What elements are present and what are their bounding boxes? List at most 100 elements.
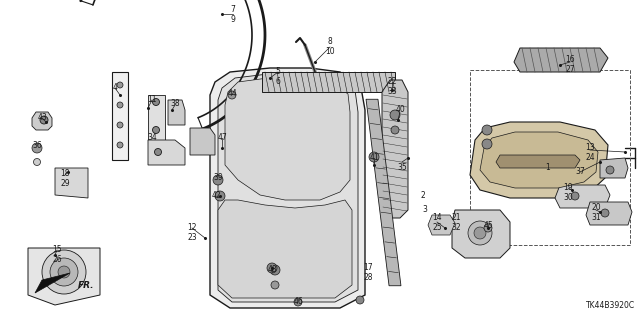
Polygon shape: [218, 74, 358, 302]
Circle shape: [391, 126, 399, 134]
Circle shape: [270, 265, 280, 275]
Polygon shape: [148, 140, 185, 165]
Polygon shape: [168, 100, 185, 125]
Text: 18: 18: [60, 169, 70, 179]
Circle shape: [117, 122, 123, 128]
Polygon shape: [452, 210, 510, 258]
Polygon shape: [496, 155, 580, 168]
Text: 20: 20: [591, 204, 601, 212]
Text: 42: 42: [211, 191, 221, 201]
Circle shape: [58, 266, 70, 278]
Text: 13: 13: [585, 144, 595, 152]
Text: 2: 2: [420, 191, 426, 201]
Text: 6: 6: [276, 77, 280, 85]
Circle shape: [267, 263, 277, 273]
Circle shape: [33, 159, 40, 166]
Circle shape: [468, 221, 492, 245]
Circle shape: [271, 281, 279, 289]
Polygon shape: [55, 168, 88, 198]
Circle shape: [484, 224, 492, 232]
Circle shape: [117, 82, 123, 88]
Text: 19: 19: [563, 183, 573, 192]
Circle shape: [228, 91, 236, 99]
Circle shape: [601, 209, 609, 217]
Circle shape: [606, 166, 614, 174]
Polygon shape: [470, 122, 608, 198]
Text: 24: 24: [585, 153, 595, 162]
Circle shape: [32, 143, 42, 153]
Text: 12: 12: [188, 224, 196, 233]
Polygon shape: [514, 48, 608, 72]
Text: 1: 1: [546, 164, 550, 173]
Text: 47: 47: [217, 133, 227, 143]
Polygon shape: [32, 112, 52, 130]
Circle shape: [482, 125, 492, 135]
Text: 45: 45: [483, 220, 493, 229]
Text: 16: 16: [565, 55, 575, 63]
Circle shape: [294, 298, 302, 306]
Circle shape: [50, 258, 78, 286]
Circle shape: [40, 116, 48, 124]
Circle shape: [42, 250, 86, 294]
Text: 39: 39: [213, 174, 223, 182]
Circle shape: [474, 227, 486, 239]
Text: 41: 41: [369, 153, 379, 162]
Text: 37: 37: [575, 167, 585, 176]
Text: 36: 36: [32, 142, 42, 151]
Polygon shape: [148, 95, 165, 140]
Polygon shape: [428, 215, 455, 235]
Text: 35: 35: [397, 164, 407, 173]
Polygon shape: [366, 99, 401, 286]
Circle shape: [213, 175, 223, 185]
Polygon shape: [586, 202, 632, 225]
Text: 3: 3: [422, 205, 428, 214]
Text: 23: 23: [187, 234, 197, 242]
Polygon shape: [262, 72, 395, 92]
Text: 44: 44: [227, 90, 237, 99]
Text: 22: 22: [387, 78, 397, 86]
Text: 34: 34: [147, 133, 157, 143]
Polygon shape: [225, 78, 350, 200]
Text: 8: 8: [328, 38, 332, 47]
Text: FR.: FR.: [78, 280, 95, 290]
Polygon shape: [112, 72, 128, 160]
Polygon shape: [555, 185, 610, 208]
Circle shape: [117, 142, 123, 148]
Text: 31: 31: [591, 213, 601, 222]
Text: 17: 17: [363, 263, 373, 272]
Circle shape: [571, 192, 579, 200]
Text: 27: 27: [565, 64, 575, 73]
Circle shape: [482, 139, 492, 149]
Text: 21: 21: [451, 213, 461, 222]
Text: 7: 7: [230, 5, 236, 14]
Text: 48: 48: [267, 265, 277, 275]
Text: TK44B3920C: TK44B3920C: [586, 301, 635, 310]
Circle shape: [390, 110, 400, 120]
Text: 30: 30: [563, 194, 573, 203]
Text: 26: 26: [52, 256, 62, 264]
Circle shape: [154, 149, 161, 155]
Text: 40: 40: [395, 106, 405, 115]
Text: 25: 25: [432, 224, 442, 233]
Circle shape: [117, 102, 123, 108]
Circle shape: [369, 152, 379, 162]
Text: 15: 15: [52, 246, 62, 255]
Text: 5: 5: [276, 68, 280, 77]
Circle shape: [152, 127, 159, 133]
Text: 14: 14: [432, 213, 442, 222]
Text: 10: 10: [325, 47, 335, 56]
Text: 9: 9: [230, 14, 236, 24]
Text: 33: 33: [387, 87, 397, 97]
Circle shape: [356, 296, 364, 304]
Circle shape: [152, 99, 159, 106]
Polygon shape: [480, 132, 598, 188]
Circle shape: [544, 166, 552, 174]
Text: 46: 46: [293, 298, 303, 307]
Circle shape: [215, 191, 225, 201]
Text: 38: 38: [170, 100, 180, 108]
Text: 29: 29: [60, 180, 70, 189]
Polygon shape: [600, 158, 628, 178]
Polygon shape: [382, 80, 408, 218]
Text: 4: 4: [113, 84, 117, 93]
Polygon shape: [35, 273, 70, 293]
